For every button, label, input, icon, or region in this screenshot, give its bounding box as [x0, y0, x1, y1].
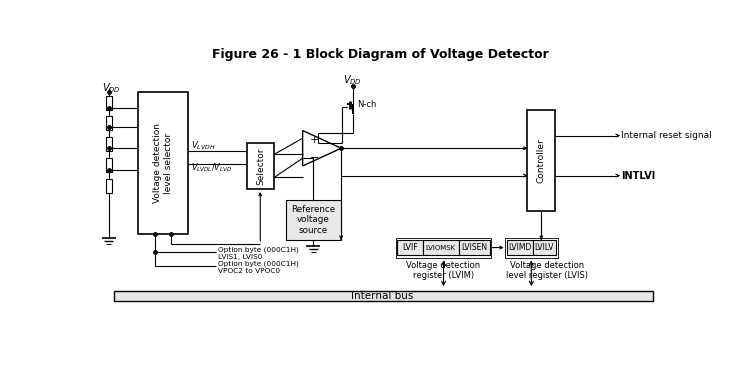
Text: $V_{DD}$: $V_{DD}$ — [103, 81, 121, 95]
Bar — [423, 240, 459, 255]
Text: LVIS1, LVIS0: LVIS1, LVIS0 — [218, 254, 262, 260]
Text: Reference
voltage
source: Reference voltage source — [291, 205, 336, 235]
Text: $V_{DD}$: $V_{DD}$ — [343, 73, 362, 87]
Bar — [398, 240, 423, 255]
Text: LVIOMSK: LVIOMSK — [426, 245, 456, 251]
Text: LVISEN: LVISEN — [461, 243, 487, 252]
Text: LVIMD: LVIMD — [508, 243, 531, 252]
Text: Option byte (000C1H): Option byte (000C1H) — [218, 261, 299, 267]
Text: LVIF: LVIF — [402, 243, 418, 252]
Text: Internal bus: Internal bus — [351, 291, 413, 301]
Bar — [247, 143, 274, 189]
Text: INTLVI: INTLVI — [621, 170, 655, 180]
Bar — [138, 92, 188, 234]
Text: +: + — [310, 135, 319, 145]
Bar — [396, 238, 491, 258]
Bar — [533, 240, 556, 255]
Text: Voltage detection
register (LVIM): Voltage detection register (LVIM) — [406, 261, 481, 280]
Text: Controller: Controller — [537, 138, 546, 183]
Bar — [106, 179, 111, 193]
Bar — [507, 240, 533, 255]
Bar — [106, 96, 111, 110]
Bar — [505, 238, 557, 258]
Text: N-ch: N-ch — [357, 100, 377, 109]
Text: Selector: Selector — [256, 147, 265, 185]
Bar — [528, 110, 555, 211]
Bar — [106, 137, 111, 151]
Text: Option byte (000C1H): Option byte (000C1H) — [218, 246, 299, 253]
Bar — [106, 116, 111, 130]
Bar — [106, 158, 111, 172]
Text: Internal reset signal: Internal reset signal — [621, 131, 712, 140]
Bar — [114, 291, 653, 301]
Text: $V_{LVDH}$: $V_{LVDH}$ — [191, 140, 215, 152]
Text: LVILV: LVILV — [535, 243, 554, 252]
Text: Voltage detection
level register (LVIS): Voltage detection level register (LVIS) — [506, 261, 588, 280]
Text: Voltage detection
level selector: Voltage detection level selector — [153, 123, 172, 203]
Text: Figure 26 - 1 Block Diagram of Voltage Detector: Figure 26 - 1 Block Diagram of Voltage D… — [212, 48, 549, 61]
Bar — [286, 200, 341, 240]
Bar — [459, 240, 490, 255]
Text: VPOC2 to VPOC0: VPOC2 to VPOC0 — [218, 268, 280, 274]
Text: $V_{LVDL}$/$V_{LVD}$: $V_{LVDL}$/$V_{LVD}$ — [191, 161, 233, 174]
Text: −: − — [310, 153, 319, 163]
